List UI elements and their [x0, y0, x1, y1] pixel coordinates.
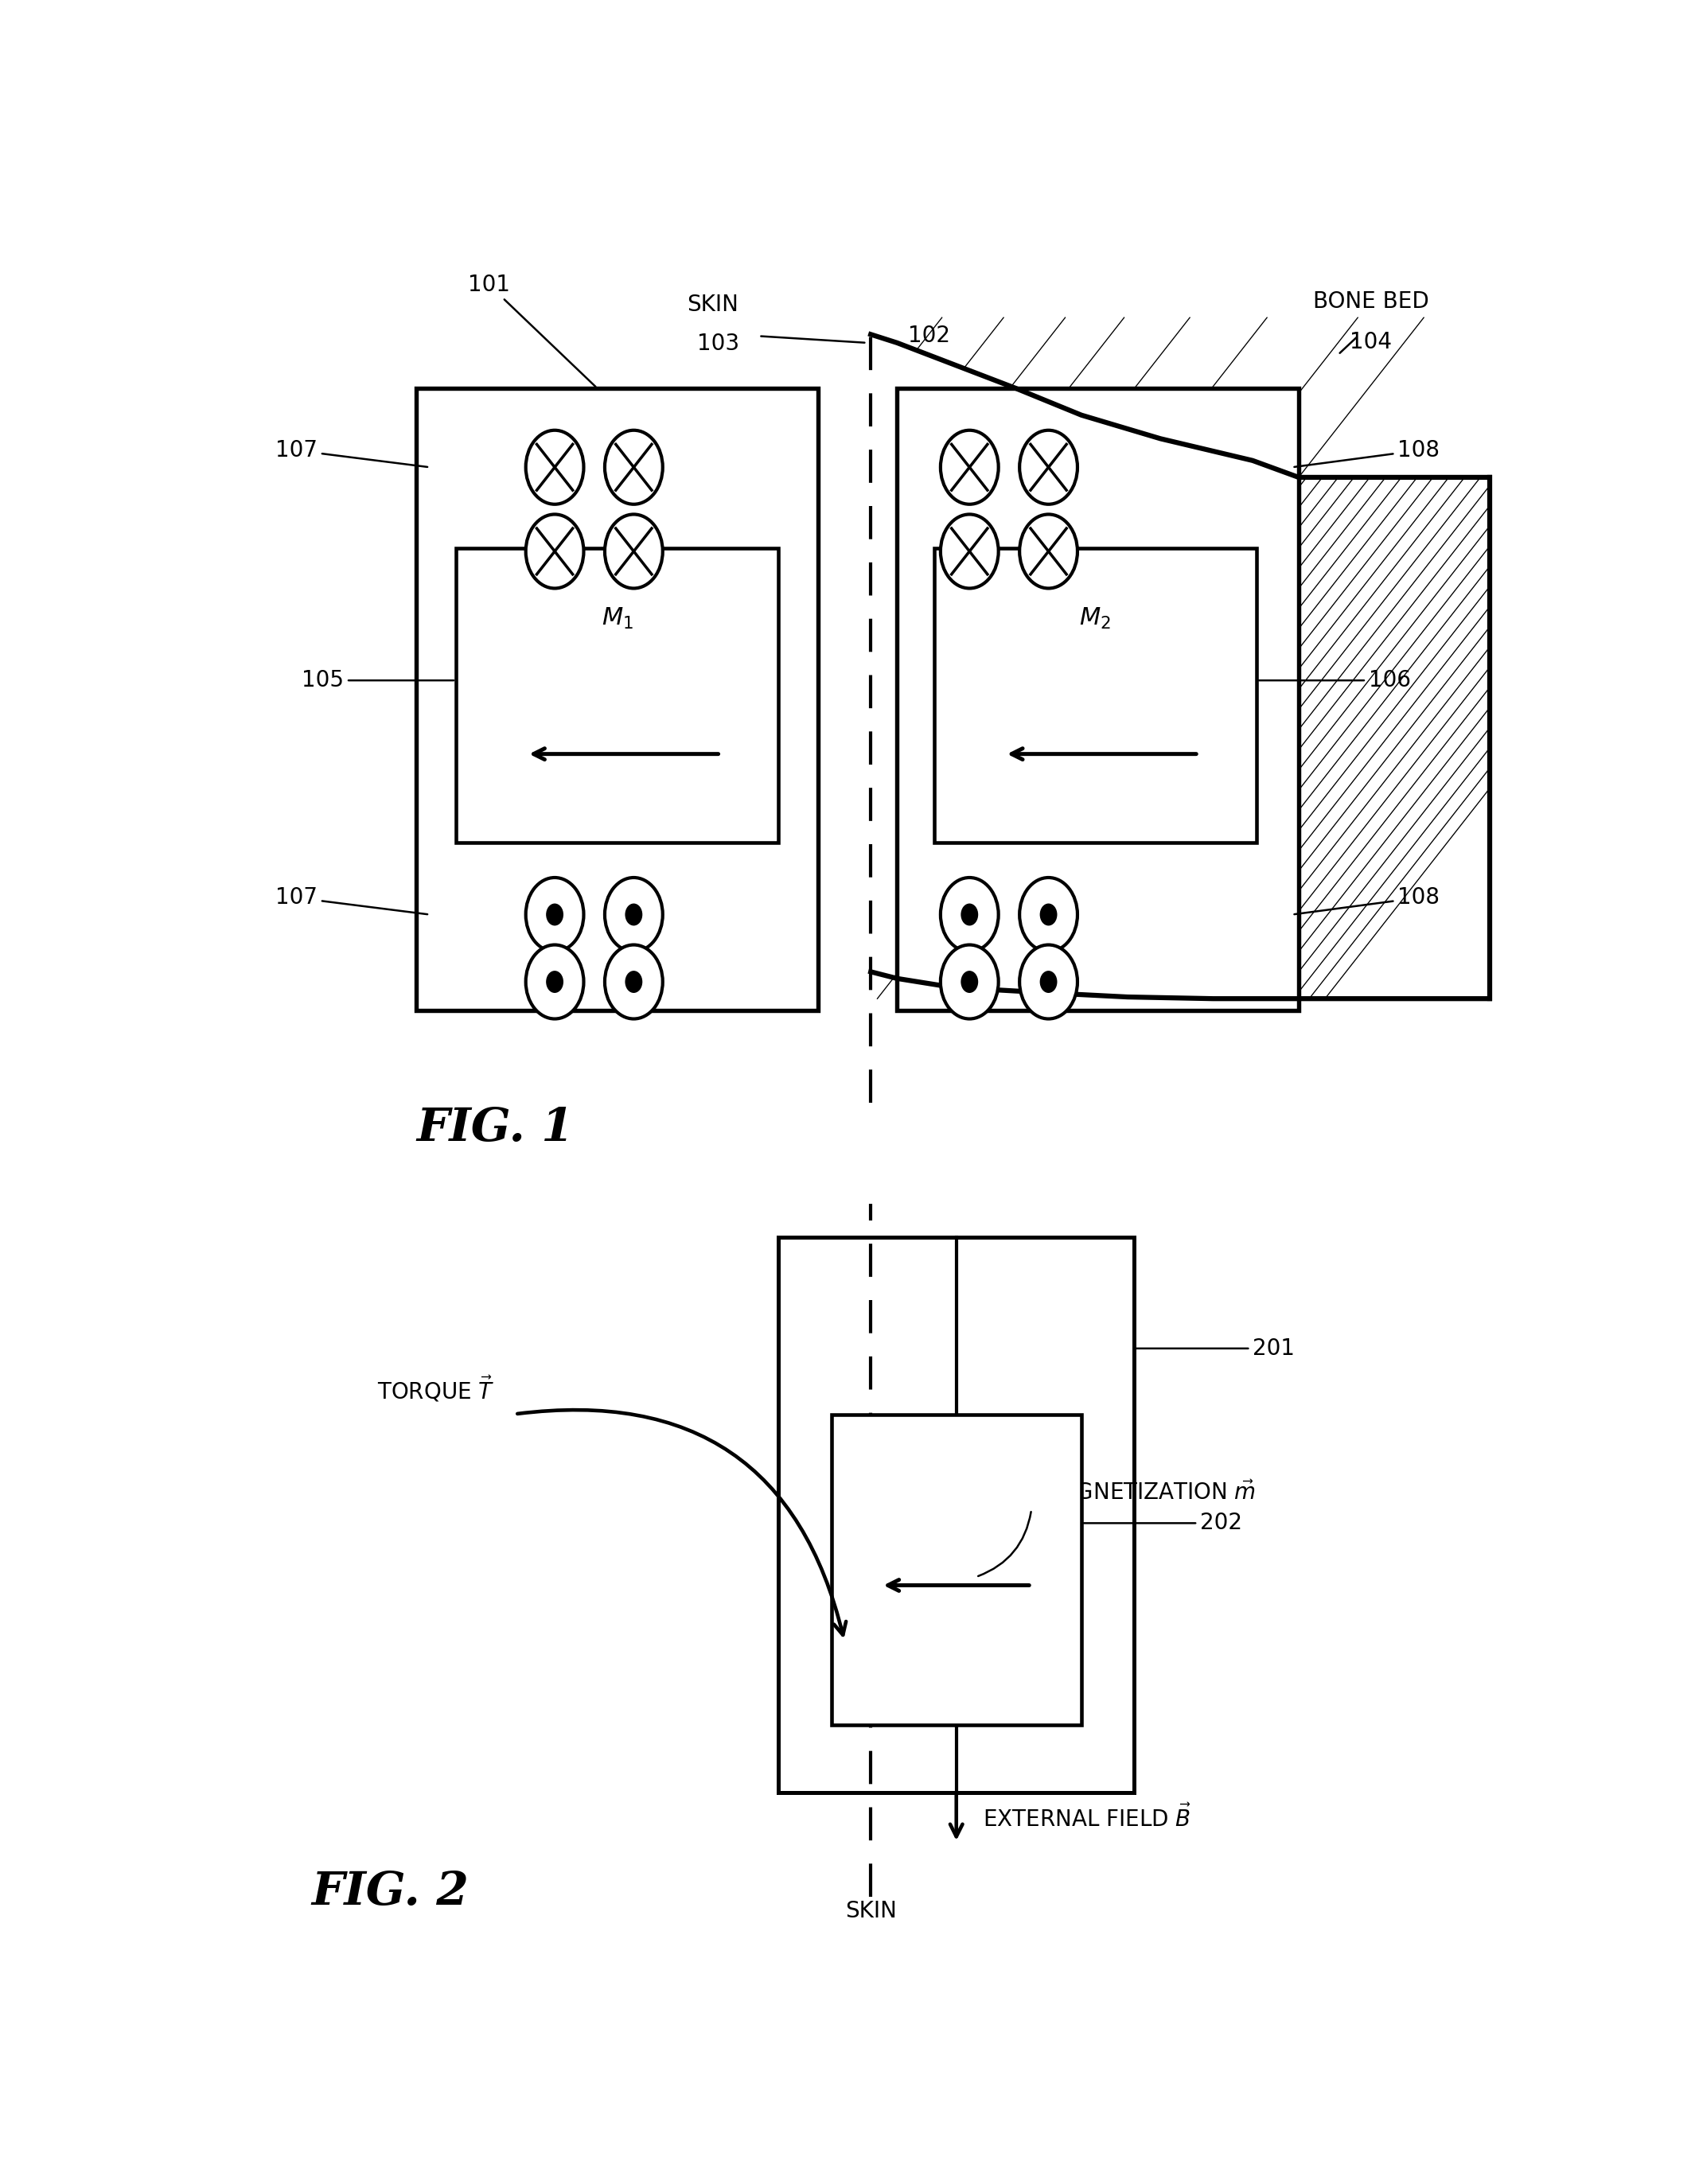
Bar: [831, 1415, 1081, 1725]
Text: $M_2$: $M_2$: [1079, 607, 1111, 631]
Text: 107: 107: [275, 887, 428, 915]
Text: 101: 101: [467, 273, 596, 387]
Text: FIG. 2: FIG. 2: [311, 1870, 469, 1915]
Circle shape: [545, 970, 564, 994]
Text: SKIN: SKIN: [686, 293, 739, 317]
Circle shape: [625, 970, 642, 994]
Circle shape: [525, 878, 584, 952]
Bar: [416, 389, 819, 1011]
FancyArrowPatch shape: [979, 1511, 1031, 1577]
Bar: [897, 389, 1298, 1011]
Text: 108: 108: [1295, 439, 1439, 467]
Text: BONE BED: BONE BED: [1313, 290, 1429, 312]
Circle shape: [525, 513, 584, 587]
Text: 202: 202: [1084, 1511, 1242, 1535]
Circle shape: [545, 904, 564, 926]
Text: $M_1$: $M_1$: [601, 607, 634, 631]
Circle shape: [605, 878, 663, 952]
Text: 106: 106: [1259, 668, 1410, 692]
Circle shape: [1040, 904, 1057, 926]
Text: 108: 108: [1295, 887, 1439, 915]
Text: 105: 105: [302, 668, 454, 692]
Circle shape: [1040, 970, 1057, 994]
Text: 201: 201: [1137, 1337, 1295, 1361]
Circle shape: [605, 513, 663, 587]
Circle shape: [941, 878, 999, 952]
Text: FIG. 1: FIG. 1: [416, 1107, 574, 1151]
Bar: [778, 1238, 1135, 1793]
Text: MAGNETIZATION $\vec{m}$: MAGNETIZATION $\vec{m}$: [1041, 1481, 1256, 1505]
Circle shape: [625, 904, 642, 926]
Text: 104: 104: [1351, 332, 1391, 354]
Circle shape: [605, 946, 663, 1018]
Circle shape: [941, 430, 999, 505]
Circle shape: [1019, 946, 1077, 1018]
Circle shape: [1019, 430, 1077, 505]
FancyArrowPatch shape: [518, 1411, 846, 1636]
Text: SKIN: SKIN: [844, 1900, 897, 1922]
Circle shape: [1019, 513, 1077, 587]
Circle shape: [962, 904, 979, 926]
Text: 107: 107: [275, 439, 428, 467]
Circle shape: [1019, 878, 1077, 952]
Text: 103: 103: [697, 332, 739, 356]
Circle shape: [941, 946, 999, 1018]
Text: 102: 102: [907, 325, 950, 347]
Circle shape: [605, 430, 663, 505]
Circle shape: [525, 430, 584, 505]
Circle shape: [525, 946, 584, 1018]
Circle shape: [941, 513, 999, 587]
Bar: [455, 548, 778, 843]
Text: EXTERNAL FIELD $\vec{B}$: EXTERNAL FIELD $\vec{B}$: [982, 1804, 1191, 1830]
Text: TORQUE $\vec{T}$: TORQUE $\vec{T}$: [377, 1374, 494, 1404]
Bar: [934, 548, 1257, 843]
Circle shape: [962, 970, 979, 994]
